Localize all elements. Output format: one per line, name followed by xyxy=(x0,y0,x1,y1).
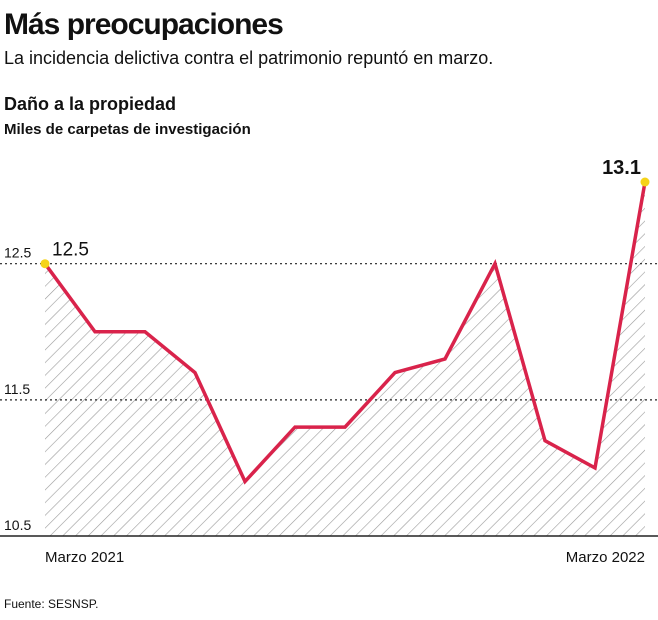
data-label: 12.5 xyxy=(52,240,89,261)
y-tick-label: 12.5 xyxy=(4,245,31,261)
y-tick-label: 10.5 xyxy=(4,517,31,533)
data-label: 13.1 xyxy=(602,157,641,179)
chart-heading: Daño a la propiedad xyxy=(4,94,176,114)
y-axis-label: Miles de carpetas de investigación xyxy=(4,121,251,138)
marker xyxy=(40,259,50,269)
marker xyxy=(640,177,650,187)
area xyxy=(45,182,645,536)
x-tick-label: Marzo 2022 xyxy=(566,549,645,566)
subtitle: La incidencia delictiva contra el patrim… xyxy=(4,48,493,68)
line xyxy=(43,181,647,485)
source: Fuente: SESNSP. xyxy=(4,597,99,611)
y-tick-label: 11.5 xyxy=(4,381,30,397)
x-tick-label: Marzo 2021 xyxy=(45,549,124,566)
title: Más preocupaciones xyxy=(4,8,283,41)
